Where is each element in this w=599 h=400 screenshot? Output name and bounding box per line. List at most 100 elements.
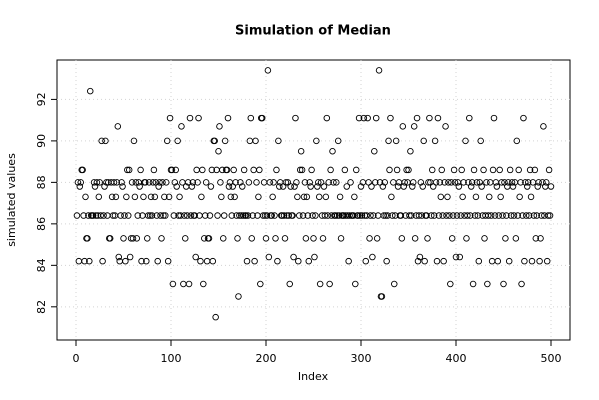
point — [445, 179, 452, 186]
x-tick-label: 0 — [73, 352, 80, 365]
point — [505, 257, 513, 265]
point — [379, 183, 387, 190]
point — [148, 212, 156, 219]
point — [472, 193, 480, 201]
point — [252, 137, 259, 145]
point — [514, 212, 522, 219]
point — [417, 179, 425, 186]
point — [75, 257, 83, 265]
point — [302, 235, 310, 242]
point — [174, 137, 181, 145]
point — [97, 212, 104, 219]
point — [133, 235, 141, 242]
point — [484, 280, 491, 288]
point — [243, 257, 251, 265]
y-tick-label: 88 — [35, 175, 48, 189]
point — [481, 235, 488, 242]
point — [108, 193, 116, 201]
point — [546, 212, 554, 219]
point — [360, 114, 368, 122]
point — [231, 193, 238, 201]
point — [358, 212, 366, 219]
point — [134, 212, 141, 219]
point — [397, 212, 405, 219]
point — [411, 235, 419, 242]
point — [138, 257, 145, 265]
point — [289, 212, 296, 219]
point — [238, 183, 246, 190]
point — [195, 114, 202, 122]
point — [462, 137, 469, 145]
point — [150, 166, 158, 174]
point — [200, 235, 208, 242]
point — [102, 137, 109, 145]
point — [84, 235, 91, 242]
x-axis-label: Index — [298, 370, 329, 383]
point — [251, 257, 258, 265]
point — [325, 179, 332, 186]
point — [137, 166, 144, 174]
point — [238, 212, 245, 219]
point — [297, 148, 305, 155]
point — [467, 212, 474, 219]
point — [201, 212, 209, 219]
point — [517, 179, 524, 186]
y-tick-label: 86 — [35, 217, 48, 231]
point — [537, 235, 544, 242]
point — [104, 212, 111, 219]
point — [398, 235, 406, 242]
y-tick-label: 84 — [35, 258, 48, 272]
y-tick-label: 92 — [35, 92, 48, 106]
point — [308, 166, 315, 174]
point — [268, 212, 275, 219]
point — [355, 114, 363, 122]
point — [224, 114, 232, 122]
point — [521, 257, 528, 265]
point — [255, 193, 262, 201]
point — [425, 179, 432, 186]
point — [418, 212, 426, 219]
point — [299, 212, 307, 219]
point — [507, 212, 515, 219]
point — [439, 212, 446, 219]
point — [459, 193, 466, 201]
point — [223, 166, 231, 174]
point — [89, 212, 97, 219]
point — [298, 166, 306, 174]
point — [364, 114, 371, 122]
point — [346, 212, 353, 219]
point — [145, 179, 153, 186]
point — [95, 193, 103, 201]
point — [154, 257, 161, 265]
point — [345, 257, 352, 265]
point — [326, 280, 333, 288]
point — [467, 183, 475, 190]
point — [515, 166, 522, 174]
point — [451, 179, 459, 186]
point — [144, 212, 152, 219]
point — [383, 257, 390, 265]
point — [531, 166, 539, 174]
point — [519, 212, 526, 219]
point — [79, 166, 86, 174]
point — [80, 212, 87, 219]
point — [292, 114, 299, 122]
point — [128, 179, 136, 186]
point — [320, 183, 328, 190]
point — [414, 257, 422, 265]
point — [76, 183, 84, 190]
point — [250, 166, 257, 174]
point — [312, 212, 319, 219]
point — [81, 257, 88, 265]
point — [163, 137, 171, 145]
point — [347, 179, 354, 186]
point — [227, 193, 235, 201]
y-tick-label: 82 — [35, 300, 48, 314]
point — [323, 114, 331, 122]
point — [419, 183, 427, 190]
point — [544, 212, 552, 219]
point — [464, 212, 471, 219]
point — [513, 137, 521, 145]
point — [524, 179, 532, 186]
